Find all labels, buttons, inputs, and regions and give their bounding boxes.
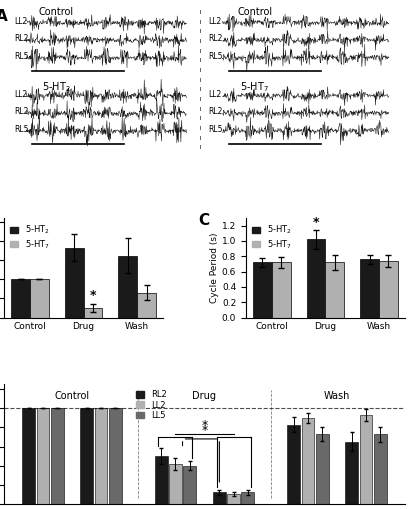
Bar [213, 492, 226, 504]
Bar [65, 248, 83, 318]
Text: LL2: LL2 [209, 90, 222, 99]
Text: Control: Control [237, 7, 272, 17]
Bar [360, 260, 379, 318]
Text: Control: Control [38, 7, 74, 17]
Text: Drug: Drug [193, 391, 216, 401]
Bar [119, 256, 137, 318]
Bar [272, 263, 290, 318]
Text: *: * [313, 216, 319, 229]
Text: RL5: RL5 [209, 125, 223, 134]
Text: Control: Control [54, 391, 90, 401]
Bar [183, 466, 196, 504]
Text: RL5: RL5 [14, 52, 29, 61]
Bar [326, 263, 344, 318]
Bar [11, 279, 30, 318]
Bar [287, 425, 300, 504]
Bar [360, 415, 373, 504]
Text: LL2: LL2 [14, 90, 27, 99]
Bar [109, 408, 122, 504]
Text: RL2: RL2 [209, 107, 223, 116]
Bar [155, 456, 168, 504]
Text: LL2: LL2 [209, 17, 222, 25]
Text: *: * [90, 289, 96, 302]
Bar [169, 464, 182, 504]
Text: *: * [201, 424, 208, 437]
Text: RL5: RL5 [14, 125, 29, 134]
Bar [137, 293, 156, 318]
Bar [51, 408, 63, 504]
Text: Wash: Wash [324, 391, 350, 401]
Text: LL2: LL2 [14, 17, 27, 25]
Y-axis label: Cycle Period (s): Cycle Period (s) [210, 233, 219, 303]
Text: 5-HT$_7$: 5-HT$_7$ [240, 80, 269, 94]
Legend: RL2, LL2, LL5: RL2, LL2, LL5 [134, 389, 168, 421]
Legend: 5-HT$_2$, 5-HT$_7$: 5-HT$_2$, 5-HT$_7$ [8, 222, 52, 252]
Text: RL2: RL2 [14, 107, 29, 116]
Bar [241, 492, 254, 504]
Bar [374, 434, 387, 504]
Text: RL5: RL5 [209, 52, 223, 61]
Text: RL2: RL2 [14, 34, 29, 43]
Bar [346, 442, 358, 504]
Text: *: * [201, 419, 208, 432]
Bar [301, 418, 314, 504]
Bar [83, 308, 102, 318]
Text: 5-HT$_2$: 5-HT$_2$ [42, 80, 70, 94]
Text: RL2: RL2 [209, 34, 223, 43]
Bar [307, 239, 326, 318]
Bar [379, 261, 398, 318]
Legend: 5-HT$_2$, 5-HT$_7$: 5-HT$_2$, 5-HT$_7$ [250, 222, 293, 252]
Bar [30, 279, 49, 318]
Bar [95, 408, 108, 504]
Text: C: C [198, 213, 209, 228]
Bar [81, 408, 93, 504]
Bar [22, 408, 35, 504]
Bar [227, 494, 240, 504]
Text: A: A [0, 10, 8, 24]
Bar [36, 408, 49, 504]
Bar [316, 434, 328, 504]
Bar [253, 263, 272, 318]
